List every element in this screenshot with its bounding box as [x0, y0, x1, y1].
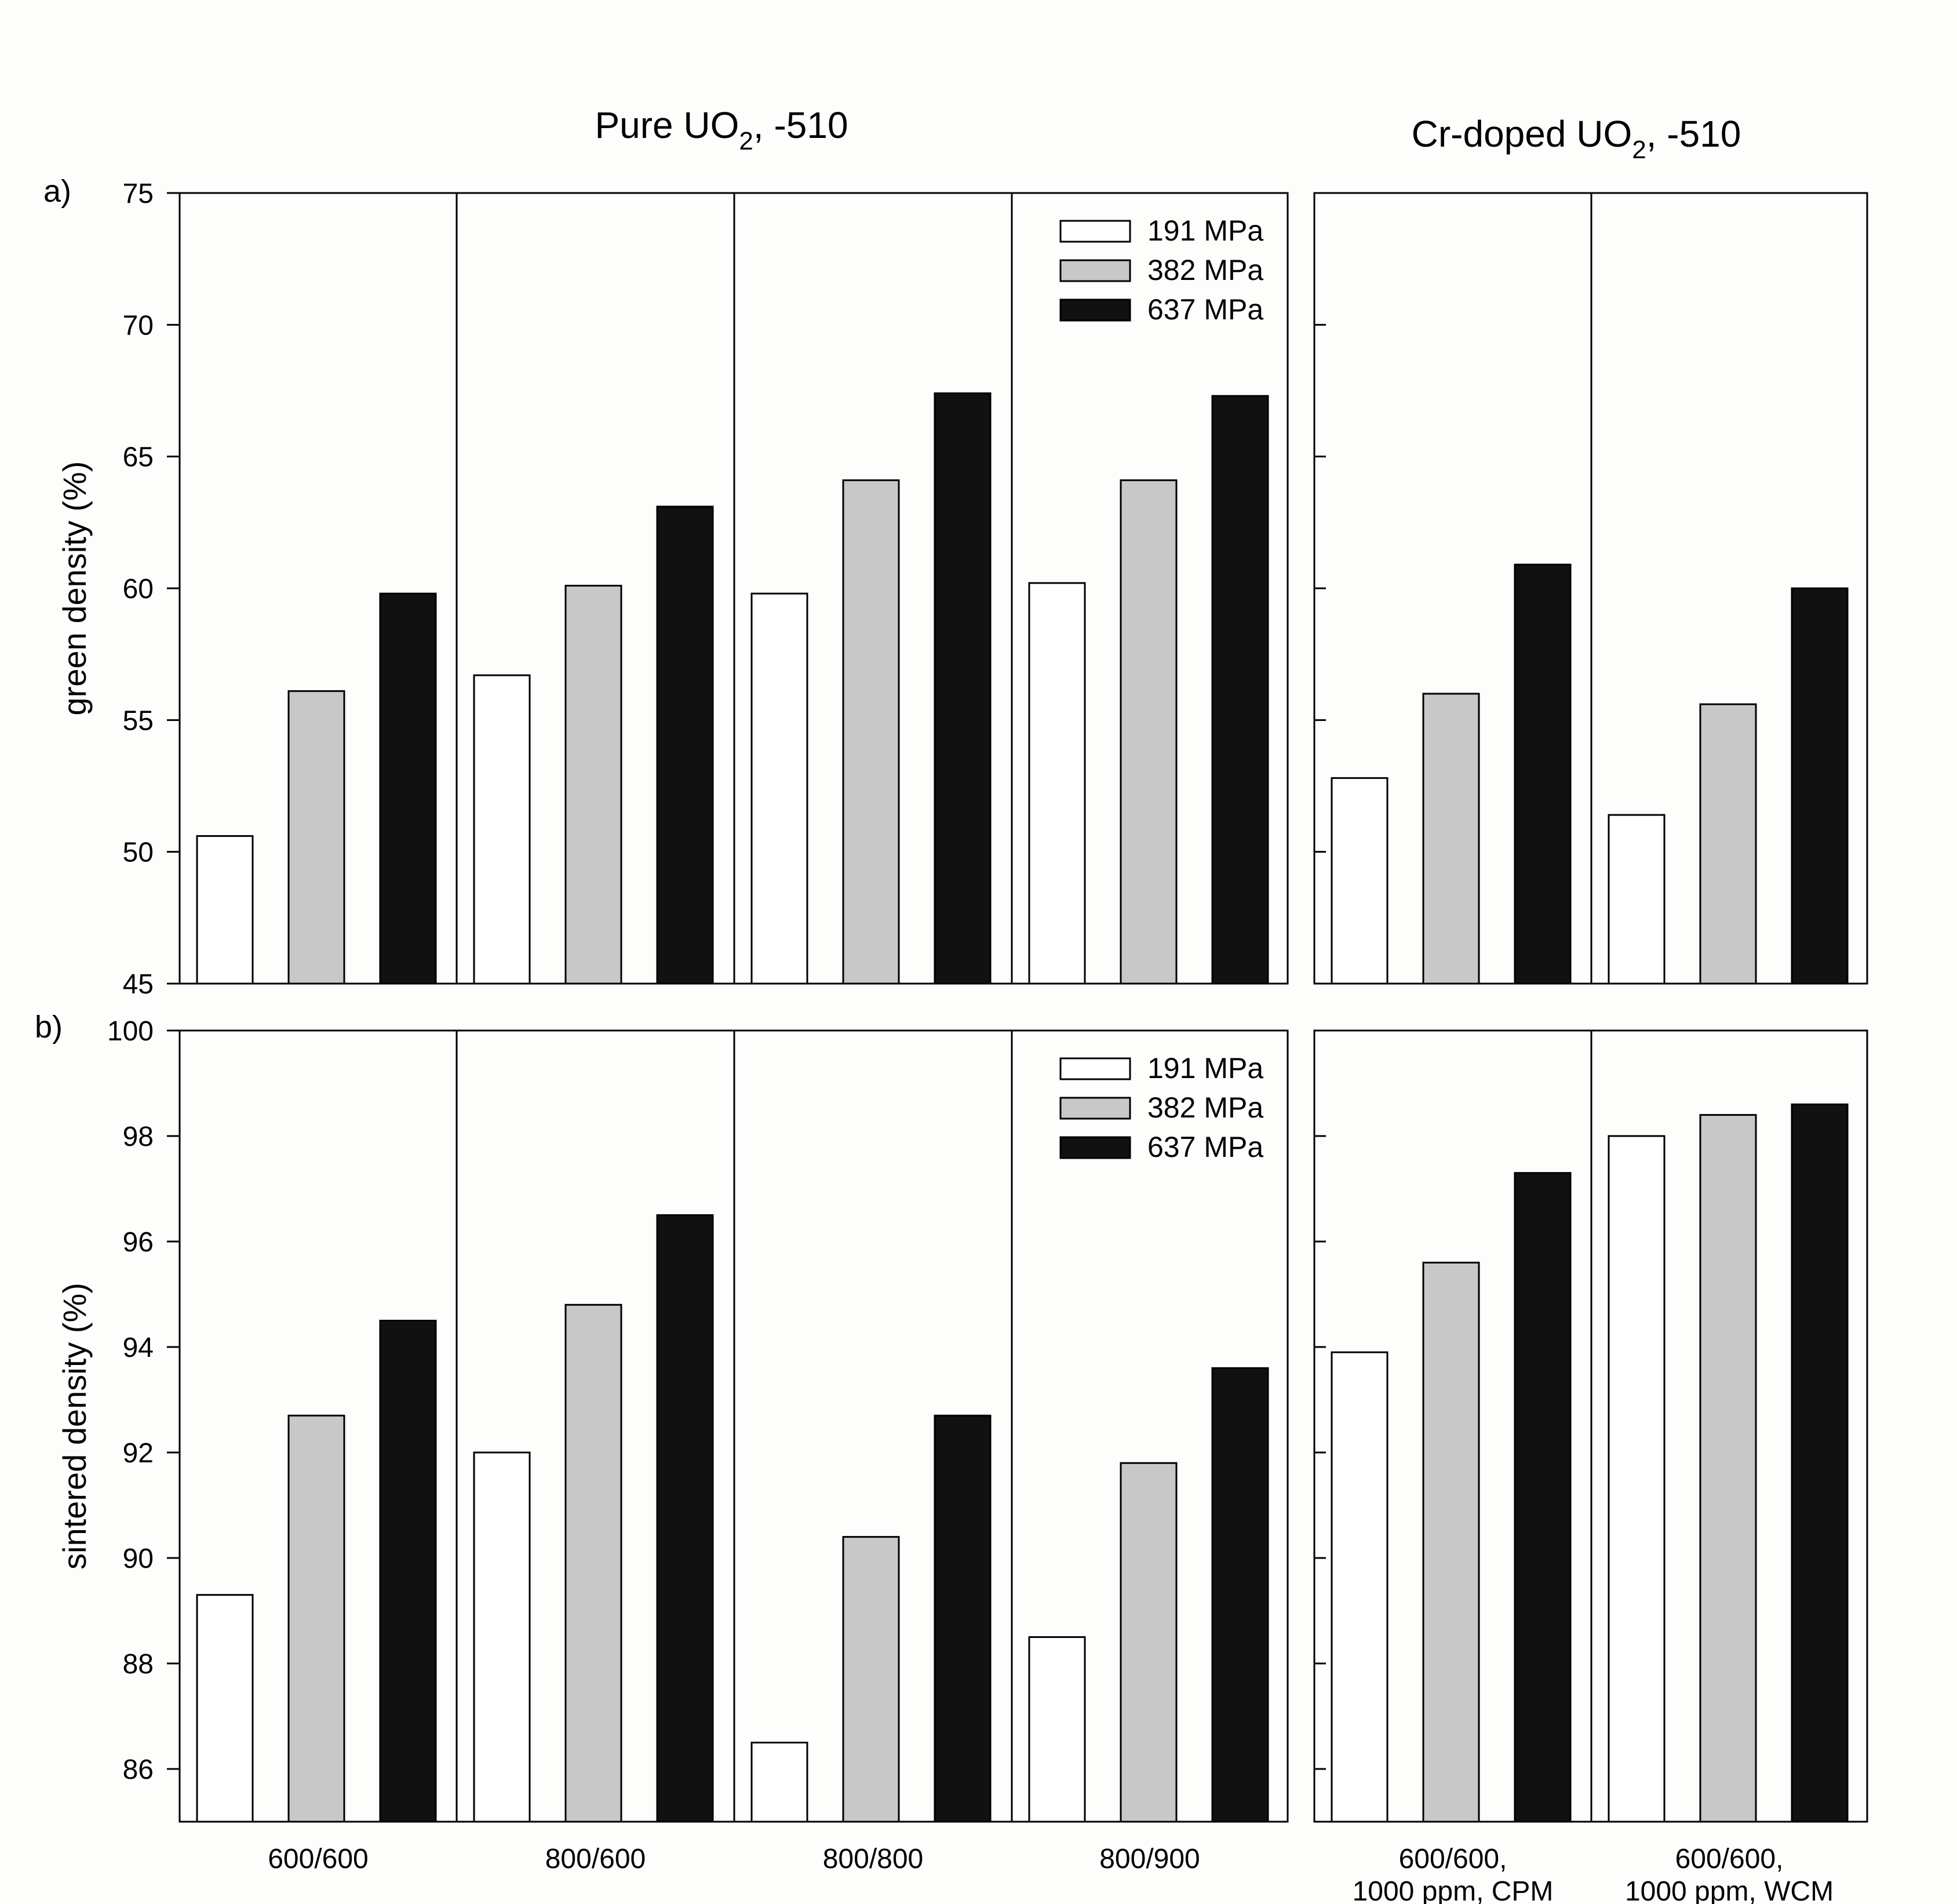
category-label: 800/900 [1099, 1844, 1200, 1874]
legend-swatch-191-mpa [1059, 220, 1131, 243]
bar-a-cat6-191-mpa [1608, 814, 1666, 985]
legend-swatch-382-mpa [1059, 1097, 1131, 1120]
bar-a-cat4-637-mpa [1211, 395, 1269, 985]
category-label: 600/600 [268, 1844, 369, 1874]
bar-a-cat2-637-mpa [656, 505, 714, 985]
category-label: 600/600, 1000 ppm, WCM [1625, 1844, 1834, 1904]
bar-a-cat6-637-mpa [1791, 587, 1849, 985]
y-tick-label: 45 [123, 969, 154, 1000]
bar-b-cat6-382-mpa [1699, 1114, 1757, 1823]
bar-b-cat5-637-mpa [1514, 1172, 1572, 1823]
bar-a-cat3-191-mpa [750, 592, 808, 985]
bar-a-cat3-382-mpa [842, 479, 900, 985]
bar-b-cat1-637-mpa [379, 1320, 437, 1823]
category-label-line: 800/800 [823, 1844, 924, 1874]
legend-label: 191 MPa [1147, 1052, 1263, 1084]
bar-b-cat4-637-mpa [1211, 1367, 1269, 1823]
legend-label: 191 MPa [1147, 214, 1263, 247]
legend-swatch-637-mpa [1059, 1136, 1131, 1159]
bar-b-cat3-637-mpa [934, 1414, 992, 1823]
y-axis-label: sintered density (%) [56, 1283, 93, 1570]
category-label-line: 800/600 [545, 1844, 646, 1874]
bar-b-cat6-191-mpa [1608, 1135, 1666, 1823]
title-cr-doped: Cr-doped UO2, -510 [1412, 113, 1741, 164]
bar-a-cat4-382-mpa [1120, 479, 1178, 985]
bar-a-cat2-191-mpa [473, 674, 531, 985]
y-tick-label: 70 [123, 310, 154, 341]
category-label-line: 600/600, [1675, 1844, 1784, 1874]
y-axis-label: green density (%) [56, 461, 93, 716]
bar-a-cat2-382-mpa [564, 584, 622, 985]
bar-b-cat1-382-mpa [287, 1414, 345, 1823]
bar-a-cat4-191-mpa [1028, 582, 1086, 985]
bar-a-cat5-382-mpa [1422, 693, 1480, 985]
category-label: 800/600 [545, 1844, 646, 1874]
bar-b-cat1-191-mpa [196, 1594, 254, 1823]
y-tick-label: 65 [123, 442, 154, 473]
y-tick-label: 98 [123, 1122, 154, 1152]
panel-label-b: b) [35, 1010, 63, 1044]
category-label-line: 1000 ppm, WCM [1625, 1876, 1834, 1904]
y-tick-label: 60 [123, 574, 154, 605]
y-tick-label: 75 [123, 179, 154, 209]
legend-swatch-637-mpa [1059, 298, 1131, 322]
bar-b-cat4-382-mpa [1120, 1462, 1178, 1823]
bar-a-cat6-382-mpa [1699, 703, 1757, 985]
category-label: 800/800 [823, 1844, 924, 1874]
bar-a-cat5-191-mpa [1331, 777, 1389, 985]
bar-a-cat1-191-mpa [196, 835, 254, 985]
bar-b-cat2-637-mpa [656, 1214, 714, 1823]
bar-b-cat5-191-mpa [1331, 1351, 1389, 1823]
bar-b-cat5-382-mpa [1422, 1261, 1480, 1823]
bar-b-cat4-191-mpa [1028, 1636, 1086, 1823]
panel-label-a: a) [43, 174, 71, 209]
bar-b-cat2-382-mpa [564, 1304, 622, 1823]
bar-a-cat3-637-mpa [934, 392, 992, 985]
y-tick-label: 90 [123, 1543, 154, 1574]
title-pure: Pure UO2, -510 [595, 104, 848, 155]
category-label-line: 1000 ppm, CPM [1353, 1876, 1554, 1904]
category-label-line: 800/900 [1099, 1844, 1200, 1874]
panel-a-green-density: 45 50 55 60 65 70 75 green density (%) 191 MPa 38… [56, 179, 1868, 1000]
y-tick-label: 92 [123, 1438, 154, 1469]
bar-b-cat3-382-mpa [842, 1536, 900, 1823]
legend-swatch-191-mpa [1059, 1057, 1131, 1080]
y-tick-label: 86 [123, 1754, 154, 1785]
bar-b-cat3-191-mpa [750, 1742, 808, 1823]
y-tick-label: 55 [123, 705, 154, 736]
legend-label: 637 MPa [1147, 293, 1263, 326]
legend-label: 382 MPa [1147, 1091, 1263, 1124]
y-tick-label: 88 [123, 1649, 154, 1680]
category-label-line: 600/600 [268, 1844, 369, 1874]
y-tick-label: 94 [123, 1333, 154, 1363]
category-label: 600/600, 1000 ppm, CPM [1353, 1844, 1554, 1904]
y-tick-label: 100 [107, 1016, 154, 1047]
bar-a-cat5-637-mpa [1514, 563, 1572, 985]
legend-label: 382 MPa [1147, 254, 1263, 286]
y-tick-label: 96 [123, 1227, 154, 1258]
legend-swatch-382-mpa [1059, 259, 1131, 282]
legend-label: 637 MPa [1147, 1131, 1263, 1163]
category-label-line: 600/600, [1399, 1844, 1507, 1874]
bar-a-cat1-637-mpa [379, 592, 437, 985]
y-tick-label: 50 [123, 838, 154, 868]
bar-b-cat2-191-mpa [473, 1451, 531, 1823]
bar-b-cat6-637-mpa [1791, 1103, 1849, 1823]
panel-b-sintered-density: 86 88 90 92 94 96 98 100 sintered density (%) 191… [56, 1016, 1868, 1904]
bar-a-cat1-382-mpa [287, 690, 345, 985]
